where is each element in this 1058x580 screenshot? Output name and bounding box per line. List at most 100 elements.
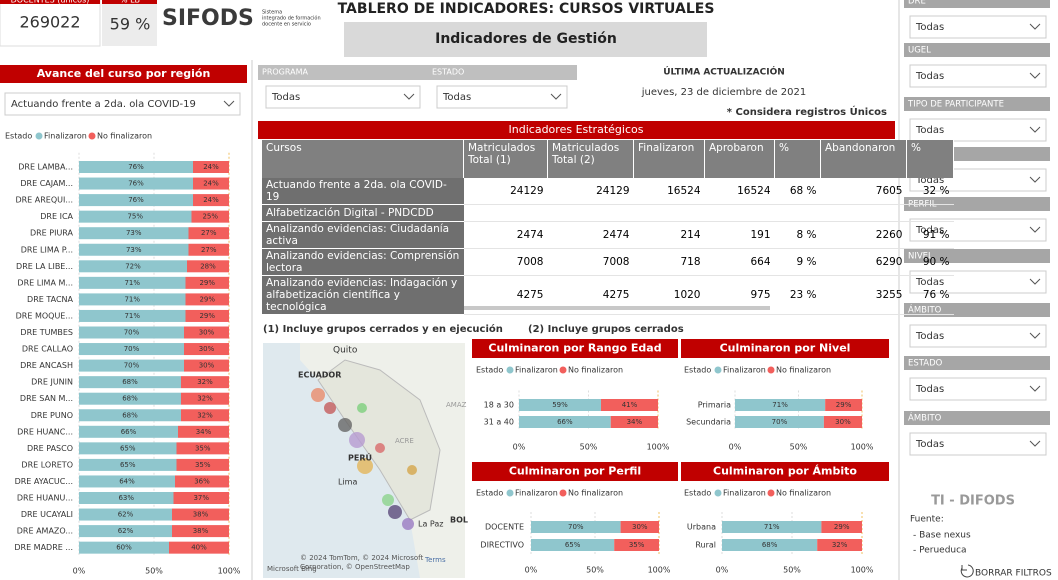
chevron (1029, 23, 1041, 30)
category-label: DRE LA LIBE... (16, 262, 73, 271)
category-label: DRE TACNA (27, 295, 73, 304)
category-label: DRE AREQUI... (15, 196, 73, 205)
chevron (1029, 126, 1041, 133)
cell: 214 (633, 221, 705, 249)
value-label: 34% (196, 428, 212, 436)
table-row: Alfabetización Digital - PNDCDD (262, 204, 954, 222)
bar-segment (185, 276, 229, 289)
category-label: DRE ICA (40, 212, 73, 221)
bar-segment (79, 475, 175, 488)
cell: 91 % (906, 221, 954, 249)
chart-title: Culminaron por Ámbito (713, 465, 857, 478)
dropdown[interactable] (909, 118, 1047, 142)
bar-segment (722, 539, 818, 551)
category-label: DRE MADRE ... (14, 543, 73, 552)
category-label: DRE SAN M... (20, 394, 73, 403)
value-label: 29% (199, 295, 215, 303)
cell: 9 % (774, 248, 821, 276)
dropdown[interactable] (265, 85, 421, 109)
value-label: 71% (124, 295, 140, 303)
dropdown[interactable] (909, 377, 1047, 401)
category-label: DRE HUANU... (17, 494, 73, 503)
dropdown[interactable] (909, 64, 1047, 88)
bar-segment (79, 541, 169, 554)
category-label: DRE HUANC... (17, 427, 73, 436)
value-label: 30% (199, 362, 215, 370)
cell: 664 (704, 248, 775, 276)
x-tick-label: 0% (525, 566, 538, 575)
bar-segment (169, 541, 229, 554)
bar-segment (79, 409, 181, 422)
bubble (388, 505, 402, 519)
dropdown[interactable] (909, 324, 1047, 348)
x-tick-label: 100% (647, 443, 670, 452)
kpi-box (0, 0, 101, 47)
cell: 4275 (547, 275, 634, 315)
logo-subtitle: docente en servicio (262, 22, 311, 28)
chevron (1029, 332, 1041, 339)
value-label: 63% (118, 494, 134, 502)
category-label: DRE LIMA P... (21, 245, 73, 254)
reset-icon[interactable] (960, 564, 974, 578)
dropdown[interactable] (909, 15, 1047, 39)
category-label: DRE MOQUE... (16, 311, 73, 320)
map-label: La Paz (418, 520, 443, 529)
x-tick-label: 0% (729, 443, 742, 452)
bar-segment (181, 392, 229, 405)
cell: 7605 (820, 178, 907, 205)
value-label: 30% (835, 418, 851, 426)
cell: 2474 (463, 221, 548, 249)
chevron (1029, 176, 1041, 183)
legend-swatch (559, 489, 567, 497)
bubble (357, 403, 367, 413)
value-label: 68% (762, 541, 778, 549)
reset-button[interactable]: BORRAR FILTROS (975, 569, 1052, 579)
map-label: Quito (333, 346, 358, 356)
dropdown[interactable] (436, 85, 568, 109)
kpi-value: 269022 (19, 13, 80, 32)
map-terms[interactable]: Terms (424, 556, 446, 564)
table-title-bar (258, 121, 895, 139)
filter-label: ESTADO (908, 359, 943, 369)
bar-segment (187, 260, 229, 273)
value-label: 65% (120, 444, 136, 452)
bar-segment (620, 521, 659, 533)
bar-segment (79, 243, 189, 256)
legend-swatch (88, 132, 96, 140)
bar-segment (817, 539, 862, 551)
x-tick-label: 0% (73, 567, 86, 576)
bubble (382, 494, 394, 506)
bar-segment (176, 458, 229, 471)
category-label: DRE PASCO (27, 444, 73, 453)
x-tick-label: 50% (580, 443, 598, 452)
value-label: 38% (193, 527, 209, 535)
category-label: Rural (695, 541, 716, 550)
dropdown-value: Todas (915, 439, 944, 450)
value-label: 32% (197, 378, 213, 386)
category-label: DRE LORETO (21, 460, 73, 469)
cell: 718 (633, 248, 705, 276)
bar-segment (531, 521, 621, 533)
legend-title: Estado (5, 132, 32, 141)
map-label: Lima (338, 478, 357, 487)
bar-segment (79, 425, 178, 438)
category-label: 18 a 30 (484, 401, 514, 410)
column-header: Matriculados Total (1) (463, 140, 548, 178)
chart-title: Culminaron por Nivel (720, 342, 851, 355)
cell: 6290 (820, 248, 907, 276)
x-tick-label: 50% (586, 566, 604, 575)
category-label: DRE UCAYALI (21, 510, 73, 519)
dropdown[interactable] (4, 92, 241, 116)
filter-header (904, 43, 1050, 57)
bar-segment (191, 210, 229, 223)
value-label: 71% (124, 279, 140, 287)
value-label: 76% (128, 163, 144, 171)
value-label: 71% (124, 312, 140, 320)
x-tick-label: 50% (145, 567, 163, 576)
dropdown-value: Todas (915, 331, 944, 342)
bar-segment (79, 376, 181, 389)
bar-segment (173, 492, 229, 504)
footnote: (2) Incluye grupos cerrados (528, 324, 684, 335)
dropdown[interactable] (909, 432, 1047, 456)
value-label: 59% (552, 401, 568, 409)
